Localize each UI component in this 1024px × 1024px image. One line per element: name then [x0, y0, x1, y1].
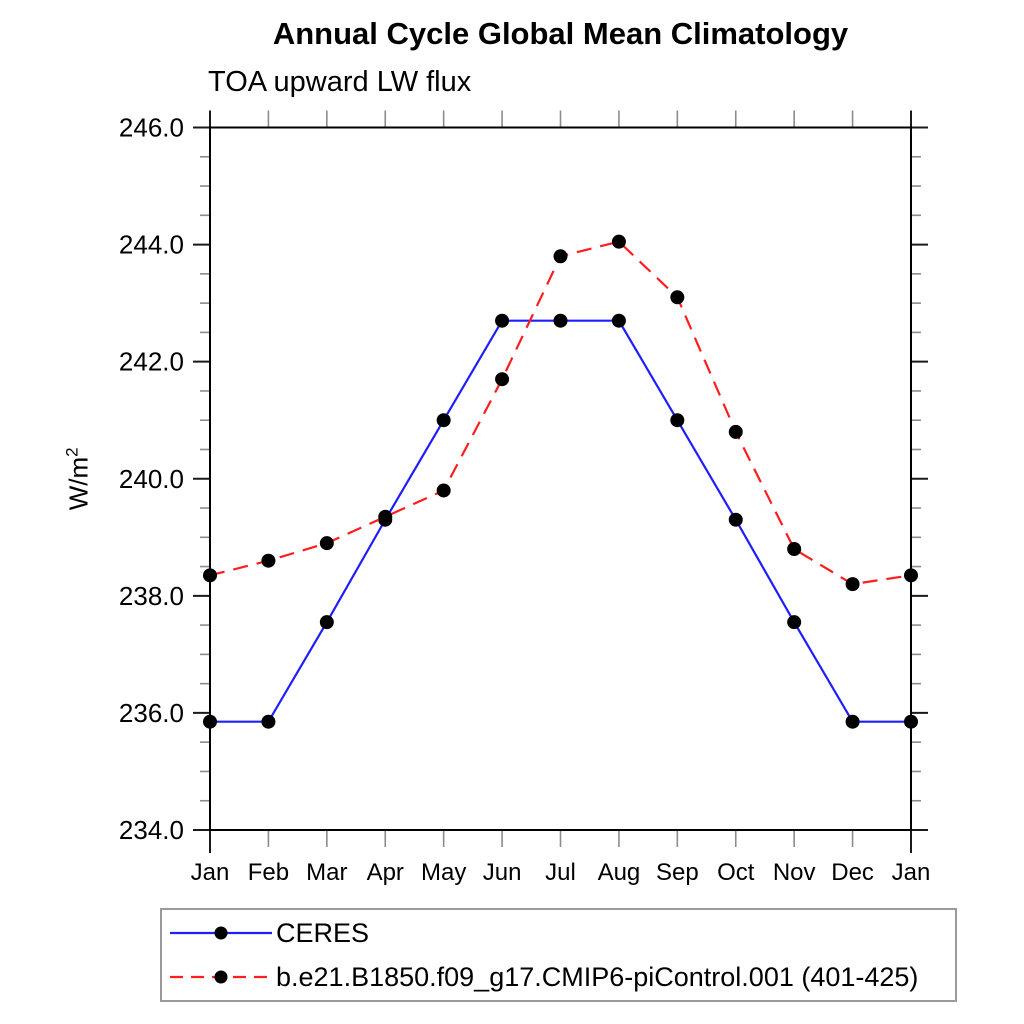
x-tick-label: Jan: [892, 859, 931, 886]
ceres-data-point: [203, 714, 217, 729]
y-tick-label: 238.0: [119, 581, 184, 611]
legend-item-model: b.e21.B1850.f09_g17.CMIP6-piControl.001 …: [162, 957, 955, 997]
x-tick-label: Oct: [717, 859, 755, 886]
x-tick-label: Jan: [191, 859, 230, 886]
y-tick-label: 242.0: [119, 347, 184, 377]
x-tick-label: Sep: [656, 859, 699, 886]
x-tick-label: Apr: [367, 859, 404, 886]
model-data-point: [261, 553, 276, 568]
legend-label-ceres: CERES: [276, 917, 370, 948]
ceres-data-point: [436, 413, 451, 428]
ceres-data-point: [319, 615, 334, 630]
model-swatch-marker-icon: [214, 970, 228, 984]
model-data-point: [845, 577, 860, 592]
ceres-data-point: [261, 714, 276, 729]
legend-label-model: b.e21.B1850.f09_g17.CMIP6-piControl.001 …: [276, 961, 919, 992]
model-data-point: [787, 542, 802, 556]
ceres-swatch-marker-icon: [214, 926, 228, 940]
ceres-data-point: [845, 714, 860, 729]
x-tick-label: Nov: [773, 859, 816, 886]
model-data-point: [553, 249, 568, 264]
chart-subtitle: TOA upward LW flux: [208, 66, 472, 98]
y-tick-label: 240.0: [119, 464, 184, 494]
series-line-model: [209, 240, 912, 586]
model-data-point: [203, 568, 217, 583]
model-data-point: [319, 536, 334, 551]
legend: CERES b.e21.B1850.f09_g17.CMIP6-piContro…: [160, 908, 957, 1002]
model-data-point: [378, 509, 393, 524]
y-tick-label: 236.0: [119, 698, 184, 728]
x-tick-label: Jul: [545, 859, 576, 886]
model-data-point: [611, 234, 626, 249]
model-data-point: [495, 372, 510, 387]
ceres-data-point: [904, 714, 918, 729]
model-data-point: [670, 290, 685, 305]
model-data-point: [904, 568, 918, 583]
plot-frame: [209, 126, 912, 831]
x-tick-label: Aug: [598, 859, 641, 886]
model-data-point: [436, 483, 451, 498]
chart-title: Annual Cycle Global Mean Climatology: [272, 16, 849, 51]
x-tick-label: Feb: [248, 859, 289, 886]
ceres-data-point: [553, 313, 568, 328]
y-tick-label: 246.0: [119, 113, 184, 143]
x-tick-label: May: [421, 859, 466, 886]
x-tick-label: Mar: [306, 859, 347, 886]
ceres-line-swatch: [170, 926, 272, 940]
y-tick-label: 244.0: [119, 230, 184, 260]
ceres-data-point: [495, 313, 510, 328]
model-data-point: [728, 424, 743, 439]
legend-item-ceres: CERES: [162, 913, 955, 953]
ceres-data-point: [611, 313, 626, 328]
ceres-data-point: [787, 615, 802, 630]
x-tick-label: Jun: [483, 859, 522, 886]
y-tick-label: 234.0: [119, 815, 184, 845]
ceres-data-point: [670, 413, 685, 428]
series-line-ceres: [210, 319, 911, 723]
model-line-swatch: [170, 970, 272, 984]
x-tick-label: Dec: [831, 859, 874, 886]
ceres-data-point: [728, 512, 743, 527]
